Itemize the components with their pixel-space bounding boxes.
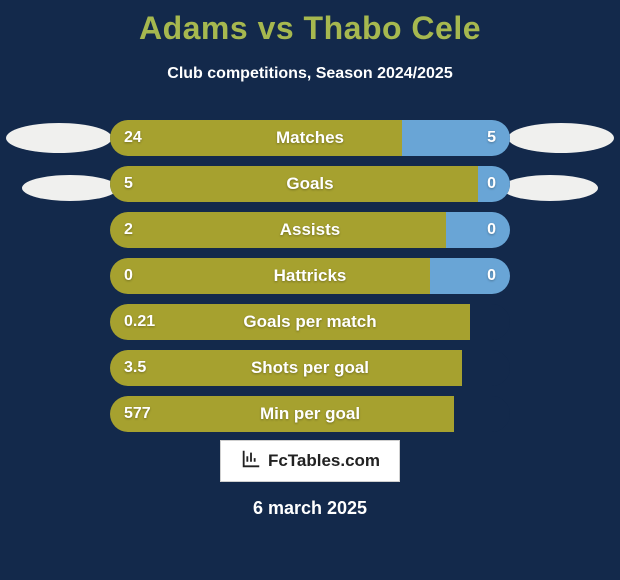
- branding-text: FcTables.com: [268, 451, 380, 471]
- stat-label: Assists: [110, 212, 510, 248]
- player-right-badge-1: [508, 123, 614, 153]
- stat-label: Min per goal: [110, 396, 510, 432]
- player-right-badge-2: [502, 175, 598, 201]
- stat-label: Goals: [110, 166, 510, 202]
- page-title: Adams vs Thabo Cele: [0, 0, 620, 47]
- stat-row: 00Hattricks: [110, 258, 510, 294]
- stat-row: 3.5Shots per goal: [110, 350, 510, 386]
- date-text: 6 march 2025: [0, 498, 620, 519]
- branding-badge: FcTables.com: [220, 440, 400, 482]
- stat-label: Goals per match: [110, 304, 510, 340]
- stat-row: 577Min per goal: [110, 396, 510, 432]
- comparison-rows: 245Matches 50Goals 20Assists 00Hattricks 0.2…: [110, 120, 510, 442]
- player-left-badge-2: [22, 175, 118, 201]
- chart-icon: [240, 448, 262, 475]
- stat-row: 20Assists: [110, 212, 510, 248]
- stat-row: 245Matches: [110, 120, 510, 156]
- player-left-badge-1: [6, 123, 112, 153]
- stat-label: Hattricks: [110, 258, 510, 294]
- stat-row: 0.21Goals per match: [110, 304, 510, 340]
- subtitle: Club competitions, Season 2024/2025: [0, 65, 620, 83]
- stat-label: Matches: [110, 120, 510, 156]
- stat-row: 50Goals: [110, 166, 510, 202]
- stat-label: Shots per goal: [110, 350, 510, 386]
